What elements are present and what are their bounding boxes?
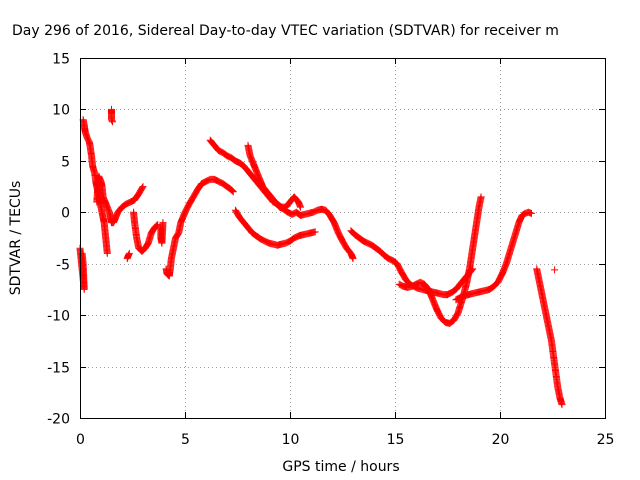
axis-ticks: 0 5 10 15 20 25 -20 -15 -10 -5 0 5 10 15 (47, 52, 614, 449)
y-tick-label: -20 (47, 412, 70, 428)
data-point (159, 219, 167, 227)
data-point (108, 117, 116, 125)
y-tick-label: -5 (56, 258, 70, 274)
data-point (229, 187, 237, 195)
data-point (109, 118, 117, 126)
x-tick-label: 15 (387, 432, 405, 448)
y-axis-label: SDTVAR / TECUs (8, 181, 24, 296)
data-point (174, 231, 182, 239)
data-point (78, 249, 86, 257)
data-point (153, 221, 161, 229)
x-axis-label: GPS time / hours (282, 459, 399, 475)
data-point (297, 203, 304, 211)
data-point (139, 183, 147, 191)
data-point (143, 241, 151, 249)
x-tick-label: 0 (76, 432, 85, 448)
y-tick-label: 5 (61, 155, 70, 171)
data-point (349, 255, 357, 263)
data-point (558, 401, 566, 409)
data-point (229, 188, 237, 196)
data-point (138, 184, 146, 192)
data-point (152, 222, 160, 230)
x-tick-label: 5 (181, 432, 190, 448)
y-tick-label: 0 (61, 206, 70, 222)
x-tick-label: 25 (597, 432, 615, 448)
chart-title: Day 296 of 2016, Sidereal Day-to-day VTE… (12, 23, 559, 39)
data-point (477, 193, 485, 201)
x-tick-label: 20 (492, 432, 510, 448)
y-tick-label: 10 (52, 103, 70, 119)
data-point (228, 186, 236, 194)
data-point (125, 249, 133, 257)
y-tick-label: -10 (47, 309, 70, 325)
data-point (551, 266, 559, 274)
data-point (528, 209, 535, 217)
data-point (125, 250, 133, 258)
x-tick-label: 10 (282, 432, 300, 448)
y-tick-label: 15 (52, 52, 70, 68)
data-points (76, 105, 566, 409)
plot-frame (80, 58, 606, 419)
grid-lines (80, 58, 605, 418)
data-point (103, 249, 111, 257)
data-point (311, 228, 319, 236)
y-tick-label: -15 (47, 361, 70, 377)
